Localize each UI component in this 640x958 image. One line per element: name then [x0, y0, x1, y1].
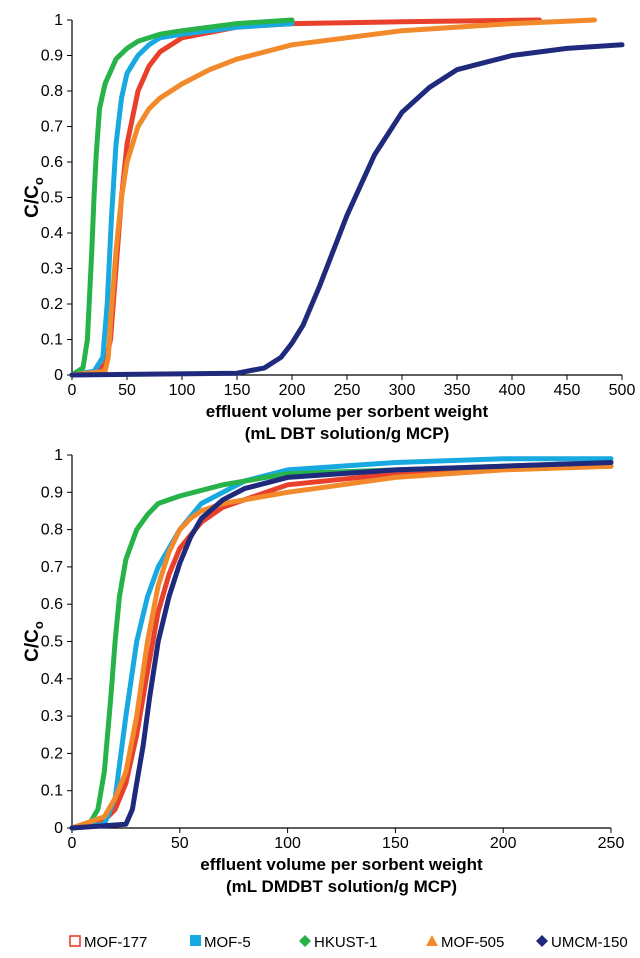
y-axis-title-main: C/C — [22, 185, 43, 218]
y-tick-label: 0.2 — [41, 745, 63, 762]
legend-marker-mof-5 — [190, 935, 201, 946]
y-tick-label: 0.9 — [41, 484, 63, 501]
series-line-umcm-150 — [69, 42, 625, 378]
series-line-mof-505 — [69, 17, 597, 378]
x-tick-label: 450 — [554, 382, 581, 399]
y-tick-label: 0.2 — [41, 296, 63, 313]
x-tick-label: 250 — [598, 835, 625, 852]
y-axis-title-subscript: o — [31, 621, 46, 629]
y-tick-label: 0.9 — [41, 48, 63, 65]
series-line-hkust-1 — [69, 17, 295, 378]
legend-marker-hkust-1 — [299, 935, 311, 947]
y-tick-label: 0.3 — [41, 261, 63, 278]
y-tick-label: 1 — [54, 12, 63, 29]
x-tick-label: 100 — [169, 382, 196, 399]
y-axis-title: C/Co — [22, 621, 46, 662]
x-tick-label: 350 — [444, 382, 471, 399]
x-tick-label: 500 — [609, 382, 636, 399]
x-tick-label: 100 — [274, 835, 301, 852]
x-tick-label: 150 — [224, 382, 251, 399]
x-tick-label: 250 — [334, 382, 361, 399]
y-axis-title-main: C/C — [22, 629, 43, 662]
x-tick-label: 50 — [171, 835, 189, 852]
dbt-breakthrough-chart: 0 0.1 0.2 0.3 0.4 0.5 0.6 0.7 0.8 0.9 1 0 50 100 150 20… — [22, 12, 635, 443]
series-line-mof-505 — [69, 463, 614, 831]
x-tick-label: 400 — [499, 382, 526, 399]
y-axis-title: C/Co — [22, 177, 46, 218]
y-tick-label: 0 — [54, 820, 63, 837]
y-tick-label: 0.7 — [41, 119, 63, 136]
y-axis-title-subscript: o — [31, 177, 46, 185]
y-tick-label: 0.8 — [41, 83, 63, 100]
x-tick-label: 200 — [490, 835, 517, 852]
y-tick-label: 0.4 — [41, 671, 63, 688]
y-tick-label: 1 — [54, 447, 63, 464]
legend-label-umcm-150: UMCM-150 — [551, 934, 628, 951]
x-tick-label: 200 — [279, 382, 306, 399]
series-line-umcm-150 — [69, 460, 614, 831]
x-tick-label: 300 — [389, 382, 416, 399]
x-axis-subtitle: (mL DBT solution/g MCP) — [245, 424, 450, 443]
chart-legend: MOF-177 MOF-5 HKUST-1 MOF-505 UMCM-150 — [69, 934, 628, 951]
legend-marker-mof-505 — [426, 935, 438, 946]
y-tick-label: 0 — [54, 367, 63, 384]
y-tick-label: 0.5 — [41, 634, 63, 651]
y-tick-label: 0.4 — [41, 225, 63, 242]
y-tick-label: 0.1 — [41, 783, 63, 800]
legend-label-hkust-1: HKUST-1 — [314, 934, 377, 951]
legend-marker-mof-177 — [69, 935, 81, 947]
x-tick-label: 50 — [118, 382, 136, 399]
x-tick-label: 0 — [68, 382, 77, 399]
y-tick-label: 0.6 — [41, 154, 63, 171]
y-tick-label: 0.5 — [41, 190, 63, 207]
legend-label-mof-505: MOF-505 — [441, 934, 504, 951]
x-axis-title: effluent volume per sorbent weight — [200, 855, 483, 874]
x-axis-subtitle: (mL DMDBT solution/g MCP) — [226, 877, 457, 896]
y-tick-label: 0.6 — [41, 596, 63, 613]
dmdbt-breakthrough-chart: 0 0.1 0.2 0.3 0.4 0.5 0.6 0.7 0.8 0.9 1 0 50 100 150 20… — [22, 447, 624, 896]
y-tick-label: 0.7 — [41, 559, 63, 576]
legend-label-mof-5: MOF-5 — [204, 934, 251, 951]
x-axis-title: effluent volume per sorbent weight — [206, 402, 489, 421]
y-tick-label: 0.3 — [41, 708, 63, 725]
series-line-mof-5 — [69, 21, 295, 378]
legend-label-mof-177: MOF-177 — [84, 934, 147, 951]
y-tick-label: 0.1 — [41, 332, 63, 349]
y-tick-label: 0.8 — [41, 522, 63, 539]
x-tick-label: 0 — [68, 835, 77, 852]
legend-marker-umcm-150 — [536, 935, 548, 947]
x-tick-label: 150 — [382, 835, 409, 852]
series-line-mof-177 — [69, 460, 614, 831]
